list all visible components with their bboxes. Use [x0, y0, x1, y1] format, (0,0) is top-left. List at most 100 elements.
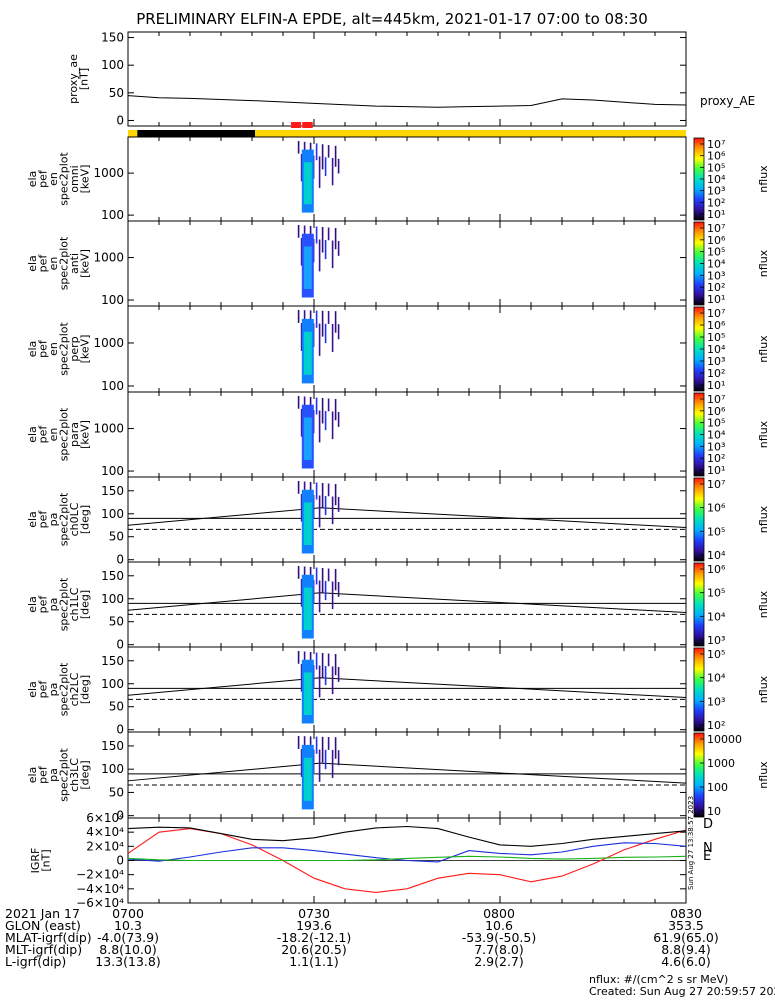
ae-tick-label: 0	[116, 113, 124, 127]
igrf-tick-label: 0	[116, 854, 124, 868]
spectrogram-streak	[331, 581, 334, 610]
spectrogram-streak	[331, 158, 334, 186]
footer-value: 0800	[483, 906, 515, 921]
footer-value: 2.9(2.7)	[474, 954, 524, 969]
spectrogram-core-hot	[303, 246, 312, 289]
spectrogram-streak	[315, 310, 318, 328]
footer-row-label: 2021 Jan 17	[5, 906, 80, 921]
spectrogram-streak	[331, 496, 334, 525]
spectrogram-ylabel: ela	[26, 255, 39, 272]
footer-value: 8.8(9.4)	[661, 942, 711, 957]
footer-value: 10.3	[114, 918, 142, 933]
side-stamp: Sun Aug 27 13:38:57 2023	[687, 796, 695, 890]
colorbar-tick-label: 10⁵	[707, 525, 725, 538]
spectrogram-tick-label: 150	[101, 484, 124, 498]
spectrogram-streak	[315, 736, 318, 754]
spectrogram-tick-label: 0	[116, 723, 124, 737]
spectrogram-core-hot	[303, 502, 312, 545]
spectrogram-core-hot	[303, 417, 312, 460]
spectrogram-tick-label: 0	[116, 553, 124, 567]
spectrogram-streak	[300, 154, 303, 182]
spectrogram-streak	[300, 749, 303, 777]
igrf-tick-label: 2×10⁴	[86, 839, 124, 853]
spectrogram-streak	[297, 651, 300, 664]
spectrogram-streak	[297, 736, 300, 749]
spectrogram-tick-label: 50	[109, 785, 124, 799]
colorbar-label: nflux	[757, 675, 770, 703]
spectrogram-patch	[297, 225, 340, 298]
colorbar-tick-label: 10³	[707, 440, 725, 453]
spectrogram-streak	[318, 410, 321, 443]
spectrogram-ylabel: pef	[36, 425, 49, 444]
proxy-ae-panel	[127, 31, 687, 127]
spectrogram-ylabel: spec2plot	[57, 152, 70, 206]
spectrogram-tick-label: 100	[101, 208, 124, 222]
spectrogram-streak	[327, 568, 330, 582]
spectrogram-patch	[297, 141, 340, 213]
igrf-tick-label: −4×10⁴	[76, 882, 124, 896]
spectrogram-streak	[321, 736, 324, 763]
spectrogram-tick-label: 1000	[93, 422, 124, 436]
spectrogram-tick-label: 150	[101, 569, 124, 583]
spectrogram-ylabel: pef	[36, 339, 49, 358]
colorbar-tick-label: 10⁴	[707, 610, 726, 623]
footer-value: 193.6	[296, 918, 332, 933]
spectrogram-ylabel: pef	[36, 169, 49, 188]
spectrogram-streak	[324, 496, 327, 516]
spectrogram-streak	[331, 666, 334, 695]
status-marker	[302, 122, 313, 128]
igrf-tick-label: −2×10⁴	[76, 868, 124, 882]
footer-row-label: L-igrf(dip)	[5, 954, 67, 969]
colorbar-tick-label: 10⁶	[707, 563, 726, 576]
spectrogram-streak	[324, 240, 327, 260]
spectrogram-streak	[337, 241, 340, 256]
spectrogram-tick-label: 0	[116, 638, 124, 652]
spectrogram-streak	[321, 310, 324, 337]
spectrogram-ylabel: spec2plot	[57, 662, 70, 716]
spectrogram-streak	[324, 749, 327, 770]
spectrogram-streak	[324, 666, 327, 686]
ae-tick-label: 100	[101, 58, 124, 72]
colorbar-tick-label: 10⁵	[707, 648, 725, 661]
spectrogram-panel	[127, 476, 687, 563]
spectrogram-streak	[337, 324, 340, 340]
colorbar-tick-label: 10³	[707, 634, 725, 647]
spectrogram-ylabel: omni	[68, 165, 81, 192]
spectrogram-streak	[297, 481, 300, 494]
ae-ylabel: [nT]	[77, 68, 90, 90]
spectrogram-core-hot	[303, 331, 312, 375]
spectrogram-streak	[324, 581, 327, 601]
colorbar-tick-label: 10⁶	[707, 319, 726, 332]
spectrogram-ylabel: ela	[26, 767, 39, 784]
spectrogram-streak	[297, 566, 300, 579]
spectrogram-streak	[331, 240, 334, 269]
spectrogram-streak	[327, 398, 330, 412]
spectrogram-panel	[127, 561, 687, 648]
colorbar	[693, 477, 705, 562]
spectrogram-streak	[334, 484, 337, 506]
spectrogram-tick-label: 150	[101, 739, 124, 753]
colorbar	[693, 562, 705, 647]
spectrogram-ylabel: ela	[26, 341, 39, 358]
spectrogram-ylabel: spec2plot	[57, 407, 70, 461]
footer-value: -4.0(73.9)	[97, 930, 159, 945]
spectrogram-streak	[334, 654, 337, 676]
spectrogram-tick-label: 1000	[93, 336, 124, 350]
spectrogram-streak	[337, 412, 340, 427]
spectrogram-tick-label: 1000	[93, 251, 124, 265]
spectrogram-streak	[318, 749, 321, 782]
spectrogram-core-hot	[303, 587, 312, 630]
spectrogram-tick-label: 100	[101, 677, 124, 691]
spectrogram-ylabel: spec2plot	[57, 577, 70, 631]
spectrogram-tick-label: 50	[109, 700, 124, 714]
igrf-tick-label: −6×10⁴	[76, 896, 124, 910]
spectrogram-patch	[297, 310, 340, 384]
spectrogram-ylabel: ch2LC	[68, 672, 81, 706]
spectrogram-streak	[300, 579, 303, 607]
proxy-ae-line	[127, 95, 687, 108]
footer-value: -53.9(-50.5)	[461, 930, 537, 945]
spectrogram-ylabel: para	[68, 422, 81, 447]
spectrogram-ylabel: pa	[47, 598, 60, 612]
colorbar-tick-label: 10³	[707, 355, 725, 368]
spectrogram-streak	[327, 227, 330, 241]
